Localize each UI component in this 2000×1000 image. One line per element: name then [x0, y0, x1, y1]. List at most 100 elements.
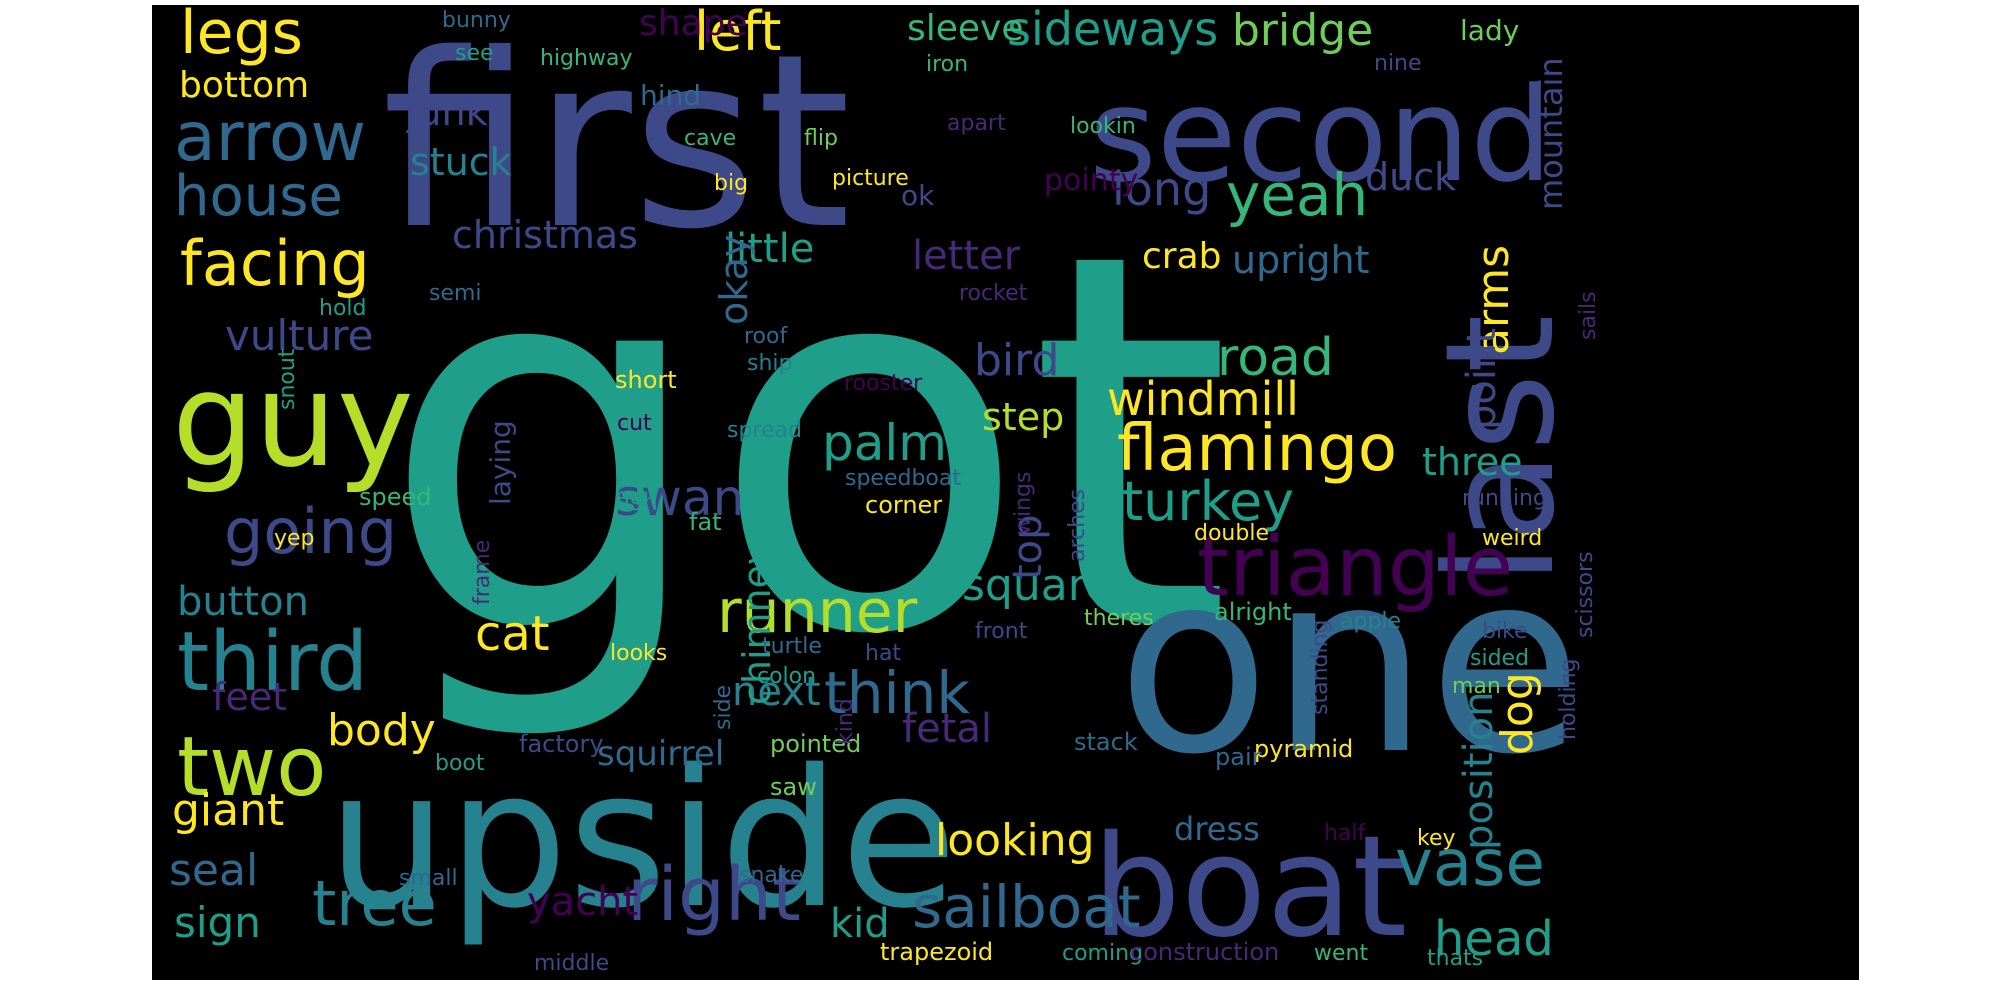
- word-lookin: lookin: [1070, 114, 1136, 139]
- word-went: went: [1314, 941, 1368, 966]
- word-arms: arms: [1468, 245, 1519, 355]
- word-ship: ship: [747, 351, 792, 376]
- word-saw: saw: [770, 773, 817, 801]
- word-small: small: [399, 866, 458, 891]
- word-triangle: triangle: [1197, 520, 1513, 615]
- word-semi: semi: [429, 281, 482, 306]
- word-three: three: [1422, 440, 1523, 484]
- word-short: short: [615, 366, 677, 394]
- word-arrow: arrow: [174, 98, 366, 177]
- word-left: left: [694, 5, 781, 63]
- word-sign: sign: [174, 898, 261, 947]
- word-going: going: [224, 495, 397, 568]
- word-snake: snake: [739, 863, 803, 888]
- word-looking: looking: [935, 815, 1095, 866]
- word-sideways: sideways: [1007, 5, 1218, 56]
- word-junk: junk: [406, 90, 488, 134]
- word-double: double: [1194, 521, 1269, 546]
- word-two: two: [177, 720, 326, 815]
- word-ok: ok: [901, 179, 935, 212]
- word-pointed: pointed: [770, 730, 861, 758]
- word-sailboat: sailboat: [912, 873, 1141, 941]
- word-holding: holding: [1556, 658, 1581, 740]
- word-hat: hat: [865, 641, 901, 666]
- word-sails: sails: [1576, 291, 1601, 340]
- word-cloud: got first one upside last second boat guy triang…: [152, 5, 1859, 980]
- word-sided: sided: [1470, 646, 1529, 671]
- word-stuck: stuck: [410, 140, 512, 184]
- word-arches: arches: [1065, 489, 1090, 562]
- word-flip: flip: [804, 126, 838, 151]
- word-bird: bird: [974, 335, 1059, 386]
- word-guy: guy: [172, 344, 414, 496]
- word-front: front: [975, 619, 1028, 644]
- word-picture: picture: [832, 166, 909, 191]
- word-theres: theres: [1084, 606, 1154, 631]
- word-cave: cave: [684, 126, 736, 151]
- word-shape: shape: [639, 5, 748, 44]
- word-turtle: turtle: [762, 634, 822, 659]
- word-runner: runner: [717, 577, 918, 647]
- word-hind: hind: [640, 79, 701, 112]
- word-dog: dog: [1492, 672, 1543, 755]
- word-upside: upside: [327, 729, 957, 950]
- word-fat: fat: [689, 508, 722, 536]
- word-seal: seal: [169, 845, 258, 896]
- word-corner: corner: [865, 491, 942, 519]
- word-duck: duck: [1365, 155, 1456, 199]
- word-second: second: [1089, 59, 1553, 211]
- word-standing: standing: [1308, 620, 1333, 716]
- word-kind: kind: [833, 698, 858, 745]
- word-think: think: [824, 659, 970, 727]
- word-coming: coming: [1062, 941, 1143, 966]
- word-half: half: [1324, 821, 1367, 846]
- word-little: little: [725, 226, 814, 272]
- word-frame: frame: [470, 540, 495, 605]
- word-bottom: bottom: [179, 65, 309, 106]
- word-rocket: rocket: [959, 281, 1028, 306]
- word-iron: iron: [926, 52, 968, 77]
- word-facing: facing: [180, 227, 370, 300]
- word-nine: nine: [1374, 51, 1422, 76]
- word-chimney: chimney: [735, 542, 779, 705]
- word-fetal: fetal: [902, 706, 992, 752]
- word-yeah: yeah: [1226, 161, 1368, 229]
- word-feet: feet: [212, 675, 287, 719]
- word-highway: highway: [540, 46, 632, 71]
- word-one: one: [1117, 518, 1582, 809]
- word-snout: snout: [275, 348, 300, 410]
- word-pointy: pointy: [1044, 163, 1138, 198]
- word-apple: apple: [1340, 609, 1401, 634]
- word-yacht: yacht: [527, 879, 638, 925]
- word-man: man: [1452, 674, 1501, 699]
- word-giant: giant: [172, 785, 284, 836]
- word-pyramid: pyramid: [1254, 735, 1353, 763]
- word-right: right: [627, 852, 801, 938]
- word-looks: looks: [610, 641, 667, 666]
- word-speed: speed: [359, 483, 432, 511]
- word-lady: lady: [1460, 14, 1519, 47]
- word-vase: vase: [1395, 827, 1545, 901]
- word-squirrel: squirrel: [597, 734, 724, 774]
- word-house: house: [174, 164, 343, 229]
- word-kid: kid: [830, 901, 890, 947]
- word-button: button: [177, 579, 309, 625]
- word-construction: construction: [1130, 938, 1279, 966]
- word-spread: spread: [727, 418, 802, 443]
- word-next: next: [732, 669, 821, 715]
- word-sleeve: sleeve: [907, 8, 1024, 49]
- word-step: step: [982, 395, 1064, 439]
- word-point: point: [1459, 328, 1505, 430]
- word-flamingo: flamingo: [1117, 412, 1397, 486]
- word-square: square: [962, 560, 1112, 611]
- word-dress: dress: [1174, 810, 1260, 848]
- word-see: see: [455, 41, 494, 66]
- word-boot: boot: [435, 751, 485, 776]
- word-rooster: rooster: [844, 371, 923, 396]
- word-big: big: [714, 171, 748, 196]
- word-boat: boat: [1092, 806, 1407, 969]
- word-bike: bike: [1482, 619, 1528, 644]
- word-trapezoid: trapezoid: [880, 938, 993, 966]
- word-factory: factory: [519, 730, 604, 758]
